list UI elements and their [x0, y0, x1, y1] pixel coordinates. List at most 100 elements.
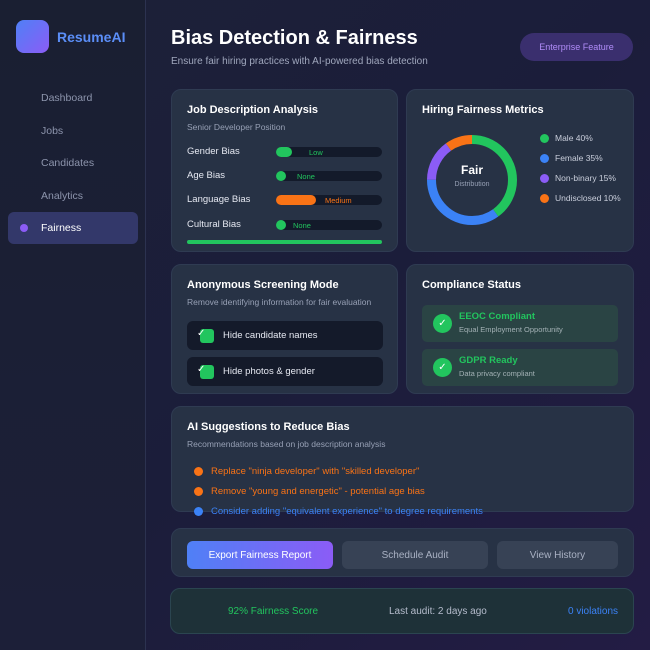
- sidebar-item-dashboard[interactable]: Dashboard: [8, 82, 138, 114]
- view-history-button[interactable]: View History: [497, 541, 618, 569]
- card-subtitle: Remove identifying information for fair …: [187, 297, 372, 307]
- sidebar-item-label: Candidates: [41, 157, 95, 170]
- legend-item-nonbinary: Non-binary 15%: [540, 173, 616, 183]
- job-analysis-card: Job Description Analysis Senior Develope…: [171, 89, 398, 252]
- bias-meter: Medium: [276, 195, 382, 205]
- toggle-hide-names[interactable]: ✓ Hide candidate names: [187, 321, 383, 350]
- page-title: Bias Detection & Fairness: [171, 27, 418, 49]
- compliance-title: EEOC Compliant: [459, 311, 536, 322]
- bias-row-cultural: Cultural Bias None: [187, 219, 383, 233]
- page-subtitle: Ensure fair hiring practices with AI-pow…: [171, 56, 428, 67]
- toggle-label: Hide photos & gender: [223, 366, 315, 377]
- sidebar-item-analytics[interactable]: Analytics: [8, 180, 138, 212]
- suggestion-dot-icon: [194, 467, 203, 476]
- sidebar-item-label: Jobs: [41, 124, 64, 137]
- check-circle-icon: ✓: [433, 358, 452, 377]
- legend-item-undisclosed: Undisclosed 10%: [540, 193, 621, 203]
- legend-label: Undisclosed 10%: [555, 193, 621, 203]
- checkbox-checked-icon[interactable]: ✓: [197, 364, 214, 379]
- sidebar-item-jobs[interactable]: Jobs: [8, 115, 138, 147]
- suggestion-text: Consider adding "equivalent experience" …: [211, 506, 483, 517]
- fairness-score: 92% Fairness Score: [228, 606, 319, 617]
- actions-bar: Export Fairness Report Schedule Audit Vi…: [171, 528, 634, 577]
- legend-item-male: Male 40%: [540, 133, 593, 143]
- card-title: AI Suggestions to Reduce Bias: [187, 421, 350, 433]
- bias-row-age: Age Bias None: [187, 170, 383, 184]
- bias-level: Medium: [325, 196, 352, 205]
- bias-level: None: [297, 172, 315, 181]
- legend-dot-icon: [540, 133, 549, 143]
- check-circle-icon: ✓: [433, 314, 452, 333]
- bias-meter: Low: [276, 147, 382, 157]
- legend-item-female: Female 35%: [540, 153, 603, 163]
- active-dot-icon: [20, 224, 28, 233]
- sidebar-nav: Dashboard Jobs Candidates Analytics Fair…: [8, 82, 138, 245]
- compliance-subtitle: Data privacy compliant: [459, 369, 535, 378]
- bias-level: None: [293, 221, 311, 230]
- last-audit: Last audit: 2 days ago: [389, 606, 487, 617]
- status-footer: 92% Fairness Score Last audit: 2 days ag…: [170, 588, 634, 634]
- suggestion-item: Consider adding "equivalent experience" …: [194, 506, 483, 517]
- suggestion-text: Remove "young and energetic" - potential…: [211, 486, 425, 497]
- sidebar-item-candidates[interactable]: Candidates: [8, 147, 138, 179]
- suggestion-item: Remove "young and energetic" - potential…: [194, 486, 425, 497]
- bias-meter: None: [276, 171, 382, 181]
- card-title: Compliance Status: [422, 279, 522, 291]
- sidebar-item-label: Fairness: [41, 222, 82, 235]
- suggestion-item: Replace "ninja developer" with "skilled …: [194, 466, 419, 477]
- legend-dot-icon: [540, 173, 549, 183]
- enterprise-badge: Enterprise Feature: [520, 33, 633, 61]
- compliance-subtitle: Equal Employment Opportunity: [459, 325, 563, 334]
- bias-label: Cultural Bias: [187, 219, 241, 230]
- sidebar-item-label: Dashboard: [41, 92, 93, 104]
- donut-center-label: Fair: [460, 163, 483, 177]
- bias-row-language: Language Bias Medium: [187, 194, 383, 208]
- donut-slice-undisclosed: [427, 135, 517, 225]
- bias-label: Language Bias: [187, 194, 251, 205]
- bias-label: Age Bias: [187, 170, 226, 181]
- card-subtitle: Recommendations based on job description…: [187, 439, 386, 449]
- donut-center-sublabel: Distribution: [454, 181, 490, 188]
- anonymous-screening-card: Anonymous Screening Mode Remove identify…: [171, 264, 398, 394]
- toggle-label: Hide candidate names: [223, 330, 318, 341]
- overall-bias-bar: [187, 240, 382, 244]
- app-name: ResumeAI: [57, 28, 126, 45]
- card-subtitle: Senior Developer Position: [187, 122, 286, 132]
- legend-dot-icon: [540, 193, 549, 203]
- suggestions-card: AI Suggestions to Reduce Bias Recommenda…: [171, 406, 634, 517]
- card-title: Job Description Analysis: [187, 104, 319, 116]
- bias-label: Gender Bias: [187, 146, 240, 157]
- export-report-button[interactable]: Export Fairness Report: [187, 541, 333, 569]
- sidebar: ResumeAI Dashboard Jobs Candidates Analy…: [0, 0, 146, 650]
- legend-label: Male 40%: [555, 133, 593, 143]
- logo-icon: [16, 20, 49, 53]
- suggestion-dot-icon: [194, 507, 203, 516]
- fairness-donut-chart: [427, 135, 517, 225]
- legend-dot-icon: [540, 153, 549, 163]
- logo[interactable]: ResumeAI: [16, 20, 125, 53]
- compliance-title: GDPR Ready: [459, 355, 518, 366]
- bias-meter-fill: [276, 147, 292, 157]
- bias-row-gender: Gender Bias Low: [187, 146, 383, 160]
- compliance-item-eeoc: ✓ EEOC Compliant Equal Employment Opport…: [422, 305, 618, 342]
- donut-slice-female: [427, 135, 517, 225]
- card-title: Hiring Fairness Metrics: [422, 104, 544, 116]
- bias-meter: None: [276, 220, 382, 230]
- schedule-audit-button[interactable]: Schedule Audit: [342, 541, 488, 569]
- suggestion-dot-icon: [194, 487, 203, 496]
- bias-meter-fill: [276, 171, 286, 181]
- checkbox-checked-icon[interactable]: ✓: [197, 328, 214, 343]
- fairness-metrics-card: Hiring Fairness Metrics Fair Distributio…: [406, 89, 634, 252]
- legend-label: Non-binary 15%: [555, 173, 616, 183]
- bias-meter-fill: [276, 195, 317, 205]
- compliance-card: Compliance Status ✓ EEOC Compliant Equal…: [406, 264, 634, 394]
- sidebar-item-label: Analytics: [41, 189, 84, 202]
- violations-count: 0 violations: [568, 606, 619, 617]
- toggle-hide-photos[interactable]: ✓ Hide photos & gender: [187, 357, 383, 386]
- bias-level: Low: [309, 148, 323, 157]
- bias-meter-fill: [276, 220, 286, 230]
- suggestion-text: Replace "ninja developer" with "skilled …: [211, 466, 420, 477]
- compliance-item-gdpr: ✓ GDPR Ready Data privacy compliant: [422, 349, 618, 386]
- card-title: Anonymous Screening Mode: [187, 279, 339, 291]
- sidebar-item-fairness[interactable]: Fairness: [8, 212, 138, 245]
